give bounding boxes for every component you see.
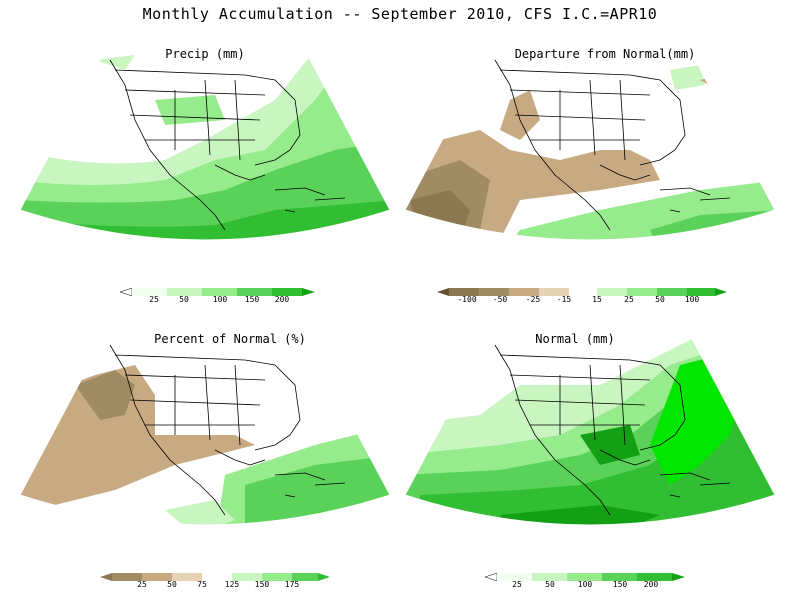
percent-cbar-label: 150 bbox=[254, 580, 270, 589]
departure-map: Departure from Normal(mm) bbox=[404, 40, 776, 241]
departure-map-panel: Departure from Normal(mm) bbox=[400, 40, 780, 245]
normal-colorbar: 25 50 100 150 200 bbox=[485, 573, 685, 593]
percent-cbar-label: 175 bbox=[284, 580, 300, 589]
percent-colorbar: 25 50 75 125 150 175 bbox=[100, 573, 330, 593]
departure-colorbar: -100 -50 -25 -15 15 25 50 100 bbox=[437, 288, 727, 308]
normal-panel-title: Normal (mm) bbox=[535, 332, 614, 346]
departure-cbar-label: 50 bbox=[655, 295, 665, 304]
departure-cbar-label: -25 bbox=[525, 295, 541, 304]
departure-cbar-label: -50 bbox=[492, 295, 508, 304]
normal-cbar-label: 150 bbox=[612, 580, 628, 589]
departure-cbar-label: 25 bbox=[624, 295, 634, 304]
precip-colorbar: 25 50 100 150 200 bbox=[120, 288, 315, 308]
percent-cbar-label: 125 bbox=[224, 580, 240, 589]
normal-cbar-label: 50 bbox=[545, 580, 555, 589]
precip-cbar-label: 200 bbox=[274, 295, 290, 304]
normal-map: Normal (mm) bbox=[404, 325, 776, 526]
departure-cbar-label: -100 bbox=[457, 295, 477, 304]
departure-cbar-label: 15 bbox=[592, 295, 602, 304]
departure-colorbar-swatches bbox=[437, 288, 727, 296]
percent-cbar-label: 25 bbox=[137, 580, 147, 589]
percent-map: Percent of Normal (%) bbox=[19, 325, 391, 526]
departure-panel-title: Departure from Normal(mm) bbox=[515, 47, 696, 61]
precip-cbar-label: 50 bbox=[179, 295, 189, 304]
departure-cbar-label: 100 bbox=[684, 295, 700, 304]
precip-map: Precip (mm) bbox=[19, 40, 391, 241]
precip-cbar-label: 150 bbox=[244, 295, 260, 304]
percent-cbar-label: 50 bbox=[167, 580, 177, 589]
precip-panel-title: Precip (mm) bbox=[165, 47, 244, 61]
departure-cbar-label: -15 bbox=[556, 295, 572, 304]
precip-colorbar-swatches bbox=[120, 288, 315, 296]
precip-cbar-label: 25 bbox=[149, 295, 159, 304]
percent-colorbar-swatches bbox=[100, 573, 330, 581]
percent-cbar-label: 75 bbox=[197, 580, 207, 589]
normal-cbar-label: 200 bbox=[643, 580, 659, 589]
normal-cbar-label: 25 bbox=[512, 580, 522, 589]
percent-panel-title: Percent of Normal (%) bbox=[154, 332, 306, 346]
normal-colorbar-swatches bbox=[485, 573, 685, 581]
precip-cbar-label: 100 bbox=[212, 295, 228, 304]
precip-map-panel: Precip (mm) bbox=[15, 40, 395, 245]
normal-map-panel: Normal (mm) bbox=[400, 325, 780, 530]
percent-map-panel: Percent of Normal (%) bbox=[15, 325, 395, 530]
figure-title: Monthly Accumulation -- September 2010, … bbox=[142, 5, 658, 23]
normal-cbar-label: 100 bbox=[577, 580, 593, 589]
